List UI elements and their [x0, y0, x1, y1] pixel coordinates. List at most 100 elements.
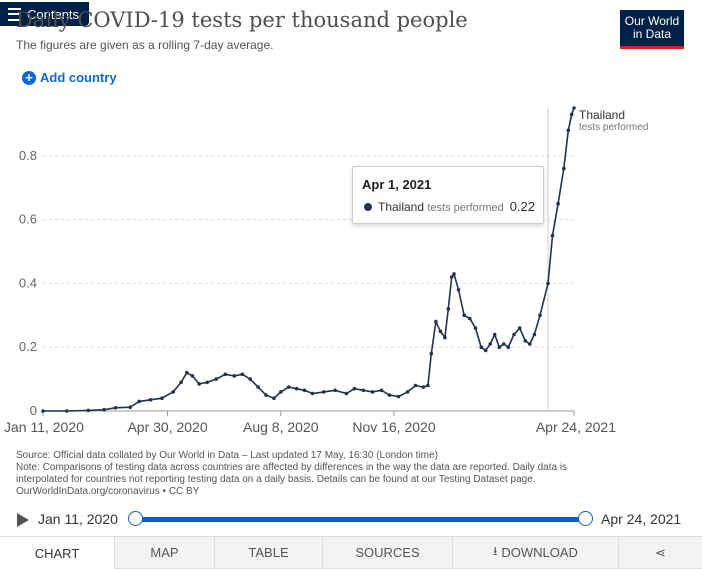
data-point [443, 335, 447, 340]
add-country-button[interactable]: + Add country [22, 70, 117, 85]
tooltip: Apr 1, 2021 Thailand tests performed 0.2… [352, 166, 544, 224]
data-point [556, 201, 560, 206]
data-point [322, 390, 326, 394]
data-point [286, 385, 291, 389]
data-point [160, 396, 164, 401]
series-sublabel: tests performed [579, 122, 648, 133]
data-point [102, 407, 106, 412]
data-point [528, 342, 532, 346]
data-point [148, 398, 153, 402]
data-point [396, 394, 401, 399]
data-point [128, 405, 132, 410]
data-point [113, 406, 118, 410]
source-url[interactable]: OurWorldInData.org/coronavirus • CC BY [16, 486, 200, 497]
data-point [426, 383, 430, 388]
data-point [137, 399, 141, 404]
y-tick-label: 0.8 [19, 148, 37, 163]
owid-logo[interactable]: Our World in Data [620, 10, 684, 49]
x-tick-label: Apr 24, 2021 [536, 419, 616, 435]
data-point [429, 351, 434, 356]
data-point [279, 390, 283, 394]
add-country-label: Add country [40, 70, 117, 85]
data-point [185, 370, 189, 375]
data-point [523, 339, 528, 343]
data-point [333, 388, 337, 393]
data-point [344, 391, 349, 396]
tooltip-metric: tests performed [427, 202, 504, 214]
data-point [370, 390, 375, 394]
series-label: Thailand [579, 108, 625, 122]
logo-line-1: Our World [624, 14, 680, 28]
tooltip-entity: Thailand [378, 200, 425, 214]
x-tick-label: Aug 8, 2020 [243, 419, 319, 435]
data-point [361, 388, 366, 393]
tab-sources[interactable]: SOURCES [322, 537, 452, 569]
data-point [421, 385, 426, 389]
data-point [248, 377, 252, 381]
data-point [179, 380, 183, 385]
tab-map[interactable]: MAP [114, 537, 214, 569]
data-point [532, 332, 537, 337]
tooltip-series-dot [364, 203, 372, 211]
x-tick-label: Nov 16, 2020 [352, 419, 435, 435]
data-point [550, 233, 555, 238]
data-point [272, 396, 276, 401]
data-point [240, 372, 245, 377]
data-point [497, 345, 502, 349]
tooltip-date: Apr 1, 2021 [362, 177, 432, 192]
data-point [562, 166, 566, 171]
data-point [483, 348, 488, 353]
data-point [197, 382, 201, 386]
data-point [438, 329, 443, 334]
data-point [462, 313, 467, 318]
play-icon[interactable] [17, 513, 29, 527]
data-point [405, 390, 410, 394]
x-tick-label: Apr 30, 2020 [127, 419, 207, 435]
data-point [538, 313, 542, 318]
note-line-2: interpolated for countries not reporting… [16, 474, 536, 485]
data-point [566, 128, 571, 133]
data-point [492, 332, 497, 337]
data-point [41, 409, 45, 413]
timeline: Jan 11, 2020 Apr 24, 2021 [0, 505, 702, 535]
plus-icon: + [22, 70, 36, 85]
data-point [572, 106, 576, 110]
data-point [387, 393, 392, 397]
menu-icon [8, 7, 21, 21]
source-text: Source: Official data collated by Our Wo… [16, 450, 438, 461]
timeline-end-label: Apr 24, 2021 [601, 511, 682, 527]
share-icon: ⋖ [655, 544, 666, 560]
logo-line-2: in Data [632, 27, 672, 41]
data-point [205, 380, 209, 385]
data-point [517, 326, 522, 330]
tab-chart[interactable]: CHART [0, 537, 114, 569]
data-point [512, 332, 516, 337]
tab-table[interactable]: TABLE [214, 537, 322, 569]
timeline-start-handle[interactable] [128, 511, 143, 526]
data-point [65, 409, 69, 413]
tab-download[interactable]: ⭳ DOWNLOAD [452, 537, 618, 569]
note-line-1: Note: Comparisons of testing data across… [16, 462, 568, 473]
share-button[interactable]: ⋖ [618, 537, 702, 569]
timeline-end-handle[interactable] [578, 511, 593, 526]
data-point [502, 342, 506, 346]
download-label: DOWNLOAD [501, 545, 578, 560]
data-point [452, 272, 456, 276]
data-point [434, 319, 438, 324]
data-point [456, 288, 461, 292]
line-chart[interactable]: 0 0.2 0.4 0.6 0.8 Jan 11, 2020 Apr 30, 2020 Aug… [0, 100, 702, 445]
timeline-track[interactable] [135, 517, 585, 522]
chart-subtitle: The figures are given as a rolling 7-day… [16, 38, 274, 52]
y-tick-label: 0.4 [19, 275, 37, 290]
data-point [302, 388, 307, 393]
y-tick-label: 0.2 [19, 339, 37, 354]
data-point [256, 385, 260, 389]
data-point [413, 383, 418, 388]
y-tick-label: 0.6 [19, 212, 37, 227]
contents-button[interactable]: Contents [0, 2, 90, 26]
data-point [294, 386, 299, 391]
data-point [479, 345, 484, 349]
data-point [86, 408, 91, 413]
footer-notes: Source: Official data collated by Our Wo… [16, 450, 686, 498]
timeline-start-label: Jan 11, 2020 [38, 511, 118, 527]
